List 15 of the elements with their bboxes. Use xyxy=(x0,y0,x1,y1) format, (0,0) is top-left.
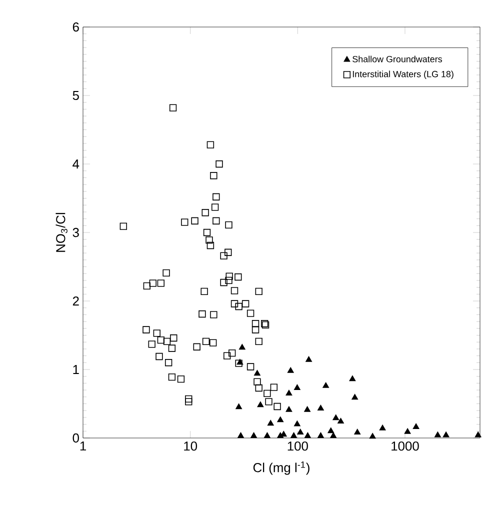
legend-label: Interstitial Waters (LG 18) xyxy=(352,70,454,80)
y-tick-label: 2 xyxy=(72,296,79,306)
x-axis-title: Cl (mg l$^{-1}$) xyxy=(253,462,310,475)
x-tick-label: 100 xyxy=(288,442,308,451)
x-tick-label: 1000 xyxy=(392,442,419,451)
y-tick-label: 0 xyxy=(72,433,79,443)
y-tick-label: 3 xyxy=(72,228,79,238)
y-tick-label: 4 xyxy=(72,160,80,168)
y-axis-title: NO$_{3}$/Cl xyxy=(56,212,68,252)
legend-label: Shallow Groundwaters xyxy=(352,56,442,62)
y-tick-label: 5 xyxy=(72,90,79,100)
x-tick-label: 10 xyxy=(184,442,198,451)
y-tick-label: 1 xyxy=(73,365,79,374)
x-tick-label: 1 xyxy=(80,442,86,450)
y-tick-label: 6 xyxy=(72,22,79,32)
